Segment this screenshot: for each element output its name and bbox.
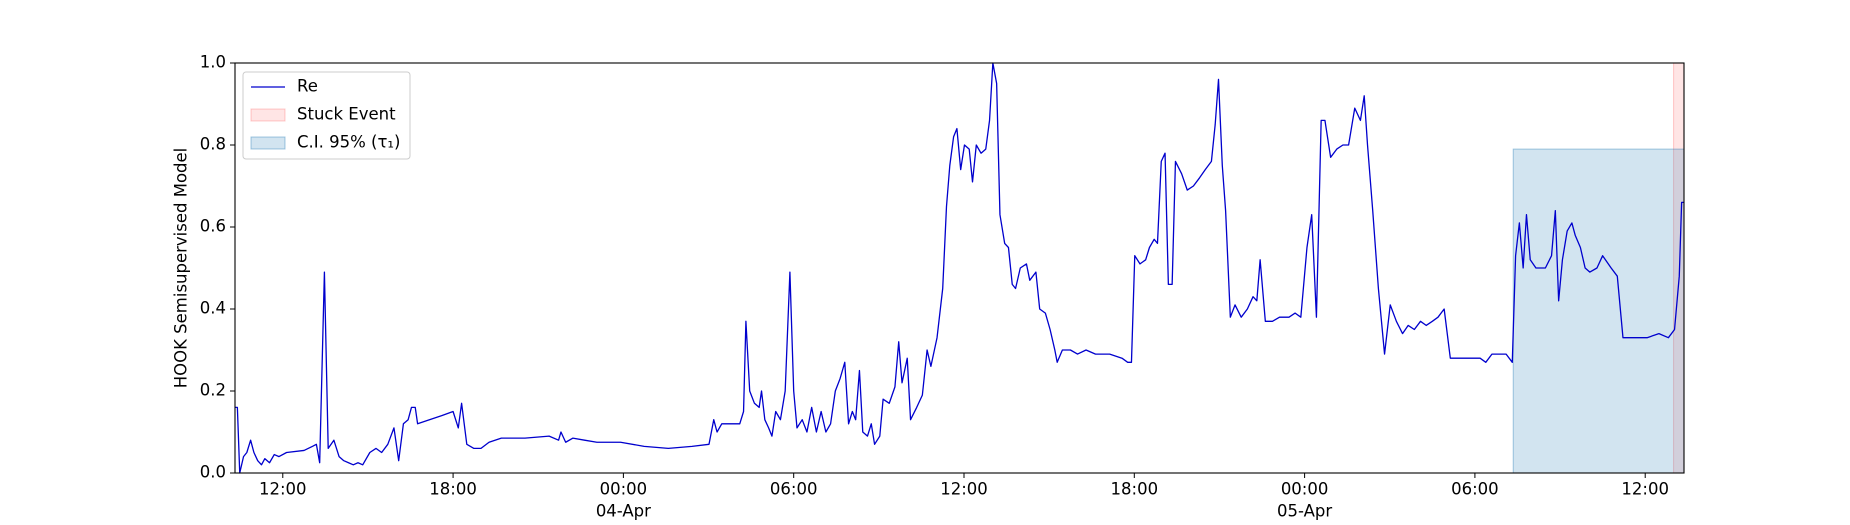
x-tick-label: 00:00 bbox=[1281, 480, 1329, 499]
x-tick-date: 04-Apr bbox=[596, 502, 651, 521]
y-tick-label: 1.0 bbox=[200, 53, 226, 72]
legend-patch bbox=[250, 136, 286, 150]
y-tick-label: 0.6 bbox=[200, 217, 226, 236]
y-tick-label: 0.0 bbox=[200, 463, 226, 482]
plot-frame bbox=[234, 62, 1685, 474]
x-tick-date: 05-Apr bbox=[1277, 502, 1332, 521]
x-tick-label: 18:00 bbox=[1111, 480, 1159, 499]
legend: Re Stuck Event C.I. 95% (τ₁) bbox=[242, 71, 411, 160]
x-tick-label: 00:00 bbox=[600, 480, 648, 499]
x-tick-year: 1900 bbox=[602, 524, 644, 525]
y-axis-label: HOOK Semisupervised Model bbox=[172, 148, 191, 389]
legend-patch bbox=[250, 108, 286, 122]
x-tick-label: 12:00 bbox=[259, 480, 307, 499]
legend-box bbox=[242, 71, 411, 160]
y-tick-label: 0.2 bbox=[200, 381, 226, 400]
x-tick-label: 06:00 bbox=[770, 480, 818, 499]
data-line bbox=[235, 62, 1684, 474]
legend-label: C.I. 95% (τ₁) bbox=[297, 133, 400, 152]
y-tick-label: 0.8 bbox=[200, 135, 226, 154]
x-tick-label: 18:00 bbox=[429, 480, 477, 499]
x-tick-label: 06:00 bbox=[1451, 480, 1499, 499]
legend-label: Re bbox=[297, 77, 318, 96]
legend-label: Stuck Event bbox=[297, 105, 396, 124]
x-tick-label: 12:00 bbox=[1621, 480, 1669, 499]
y-tick-label: 0.4 bbox=[200, 299, 226, 318]
shaded-region bbox=[1512, 148, 1685, 474]
x-tick-label: 12:00 bbox=[940, 480, 988, 499]
